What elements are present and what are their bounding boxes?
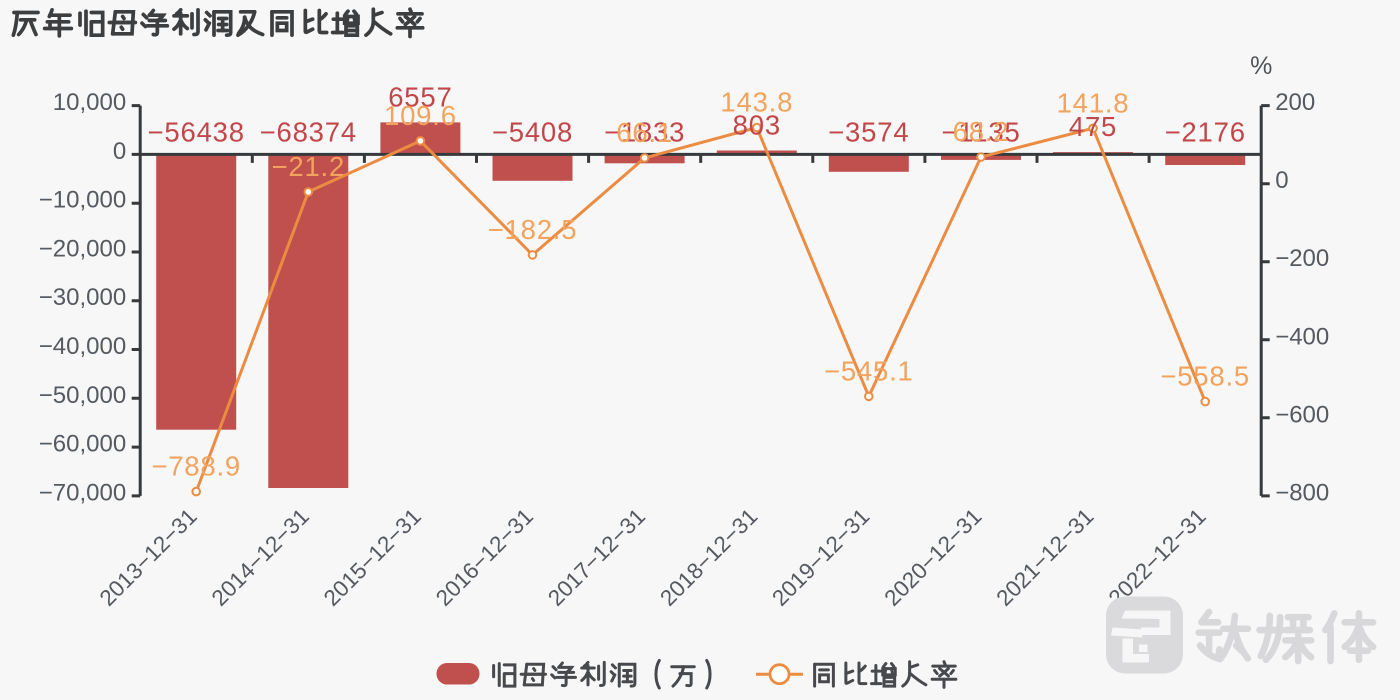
svg-text:−182.5: −182.5: [488, 214, 578, 245]
svg-text:−40,000: −40,000: [39, 333, 126, 360]
svg-text:−2176: −2176: [1165, 116, 1246, 147]
svg-text:−200: −200: [1275, 245, 1329, 272]
svg-text:−50,000: −50,000: [39, 382, 126, 409]
svg-text:141.8: 141.8: [1057, 87, 1130, 118]
svg-text:68.2: 68.2: [953, 116, 1010, 147]
svg-text:−1135: −1135: [941, 116, 1020, 147]
svg-text:−10,000: −10,000: [39, 187, 126, 214]
svg-text:10,000: 10,000: [53, 89, 126, 116]
svg-text:−400: −400: [1275, 323, 1329, 350]
svg-text:%: %: [1250, 52, 1272, 80]
svg-text:803: 803: [733, 110, 781, 141]
svg-text:109.6: 109.6: [384, 100, 457, 131]
svg-text:−68374: −68374: [260, 116, 357, 147]
svg-text:−545.1: −545.1: [824, 355, 914, 386]
svg-text:−558.5: −558.5: [1160, 361, 1250, 392]
svg-text:0: 0: [113, 138, 126, 165]
svg-text:200: 200: [1275, 89, 1315, 116]
svg-text:−3574: −3574: [828, 116, 909, 147]
svg-text:−788.9: −788.9: [151, 451, 241, 482]
svg-text:−56438: −56438: [148, 116, 245, 147]
svg-text:0: 0: [1275, 167, 1288, 194]
svg-text:−21.2: −21.2: [272, 151, 346, 182]
svg-text:−600: −600: [1275, 401, 1329, 428]
svg-text:475: 475: [1069, 111, 1117, 142]
svg-text:−1833: −1833: [604, 116, 685, 147]
svg-text:−30,000: −30,000: [39, 284, 126, 311]
svg-text:−70,000: −70,000: [39, 479, 126, 506]
svg-text:6557: 6557: [388, 81, 452, 112]
svg-text:66.1: 66.1: [616, 117, 673, 148]
svg-text:143.8: 143.8: [720, 87, 793, 118]
svg-text:−20,000: −20,000: [39, 236, 126, 263]
svg-text:−5408: −5408: [492, 116, 573, 147]
svg-text:−800: −800: [1275, 479, 1329, 506]
svg-text:−60,000: −60,000: [39, 431, 126, 458]
